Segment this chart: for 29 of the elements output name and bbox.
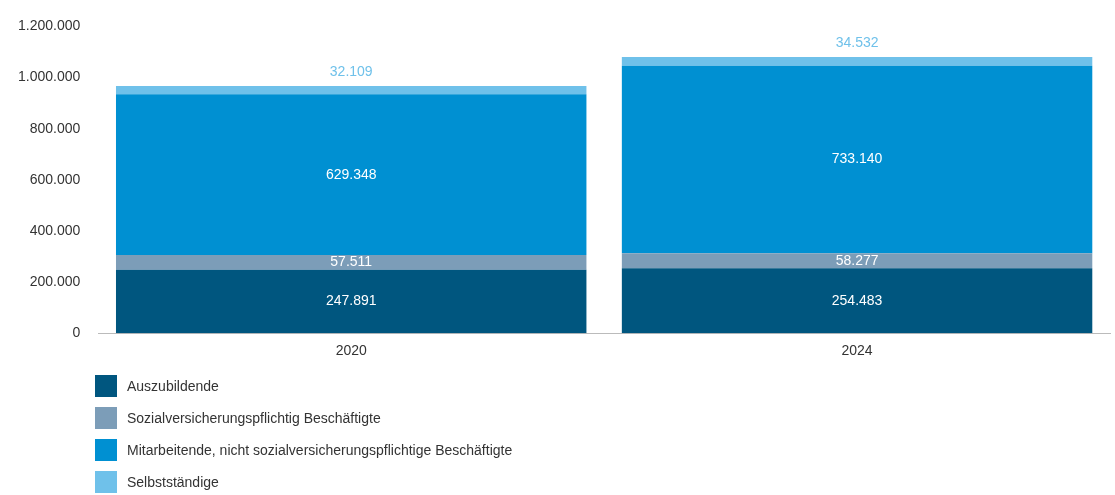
legend-label: Mitarbeitende, nicht sozialversicherungspflichtige Beschäftigte (127, 442, 513, 458)
data-label: 32.109 (329, 62, 373, 79)
data-label: 58.277 (835, 251, 879, 268)
data-label: 629.348 (325, 165, 377, 182)
bar (621, 56, 1093, 66)
y-tick-label: 1.000.000 (17, 68, 81, 85)
data-label: 254.483 (831, 291, 883, 308)
y-tick-label: 600.000 (29, 170, 81, 187)
y-tick-label: 800.000 (29, 119, 81, 136)
bar (115, 269, 587, 334)
bar (115, 255, 587, 270)
data-label: 57.511 (330, 253, 373, 270)
y-tick-label: 1.200.000 (17, 17, 81, 34)
bar (621, 253, 1093, 269)
legend-label: Sozialversicherungspflichtig Beschäftigte (127, 410, 381, 426)
y-tick-label: 0 (72, 324, 81, 341)
x-tick-label: 2024 (841, 342, 873, 359)
legend-label: Selbstständige (127, 474, 219, 490)
y-tick-label: 200.000 (29, 272, 81, 289)
bar (115, 94, 587, 256)
data-label: 34.532 (835, 33, 879, 50)
y-tick-label: 400.000 (29, 221, 81, 238)
legend-label: Auszubildende (127, 378, 219, 394)
x-tick-label: 2020 (335, 342, 367, 359)
bar (115, 86, 587, 95)
data-label: 247.891 (325, 292, 377, 309)
bar (621, 65, 1093, 254)
data-label: 733.140 (831, 150, 883, 167)
bar (621, 268, 1093, 334)
